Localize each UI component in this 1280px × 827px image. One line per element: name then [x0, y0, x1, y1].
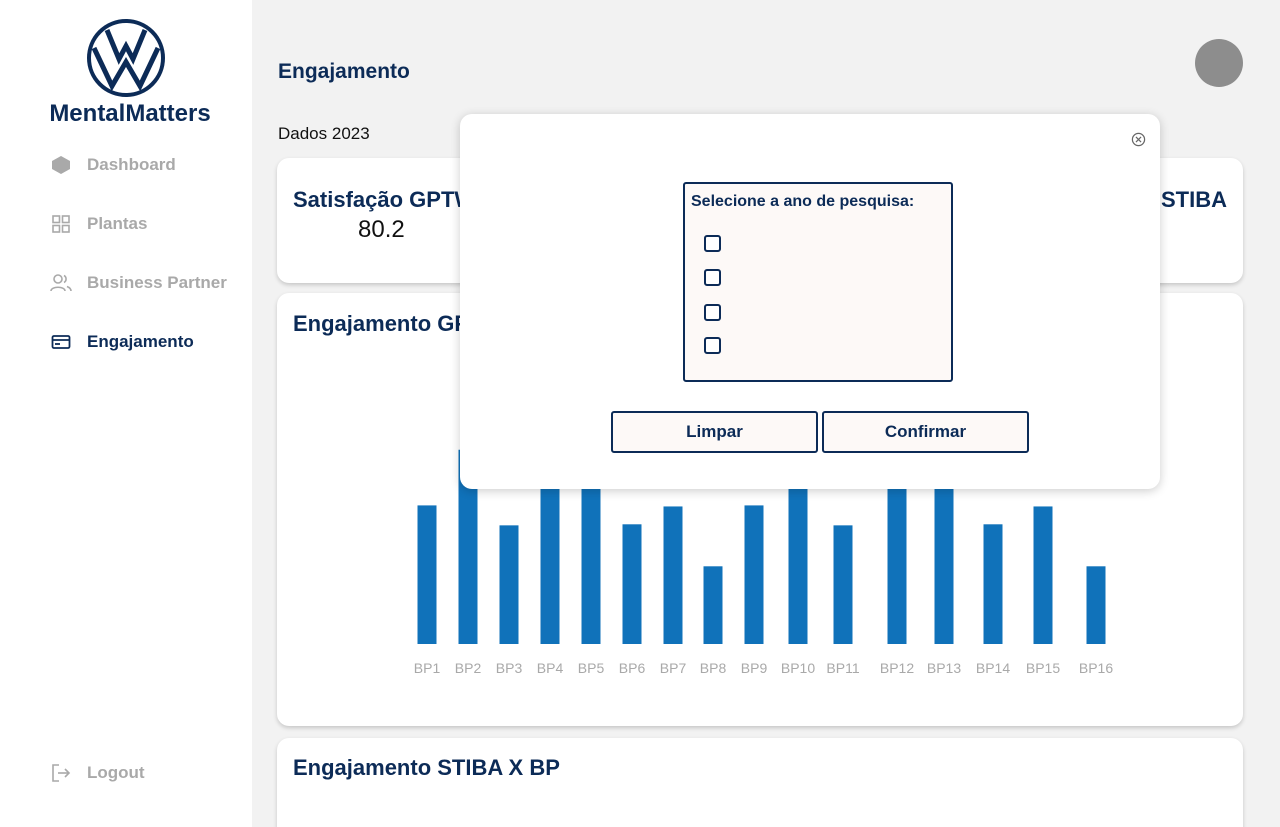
confirm-button[interactable]: Confirmar: [822, 411, 1029, 453]
bar-bp9: [744, 505, 764, 644]
gptw-satisfaction-value: 80.2: [358, 216, 405, 243]
stiba-card-title: Engajamento STIBA X BP: [293, 755, 560, 780]
year-filter-modal: Selecione a ano de pesquisa: Limpar Conf…: [460, 114, 1160, 489]
users-icon: [50, 272, 72, 294]
logout-button[interactable]: Logout: [50, 761, 145, 785]
year-checkbox[interactable]: [704, 269, 721, 286]
sidebar-item-business-partner[interactable]: Business Partner: [50, 271, 227, 295]
year-select-label: Selecione a ano de pesquisa:: [691, 193, 915, 210]
bar-bp2: [458, 449, 478, 644]
page-title: Engajamento: [278, 60, 410, 83]
x-tick-label: BP6: [619, 660, 646, 676]
grid-icon: [50, 213, 72, 235]
sidebar-item-label: Engajamento: [87, 332, 194, 351]
volkswagen-logo: [87, 19, 165, 97]
close-icon[interactable]: [1131, 132, 1146, 147]
x-tick-label: BP4: [537, 660, 564, 676]
logout-icon: [50, 762, 72, 784]
bar-bp7: [663, 506, 683, 644]
x-tick-label: BP14: [976, 660, 1010, 676]
bar-bp5: [581, 488, 601, 644]
bar-bp1: [417, 505, 437, 644]
x-tick-label: BP12: [880, 660, 914, 676]
bar-bp8: [703, 566, 723, 644]
bar-bp10: [788, 465, 808, 644]
bar-bp3: [499, 525, 519, 644]
x-tick-label: BP11: [826, 660, 859, 676]
sidebar-item-engajamento[interactable]: Engajamento: [50, 330, 194, 354]
x-tick-label: BP15: [1026, 660, 1060, 676]
engagement-bar-chart: BP1 BP2 BP3 BP4 BP5 BP6 BP7 BP8 BP9 BP10 BP11 BP12 B…: [414, 449, 1113, 676]
year-label: Dados 2023: [278, 124, 370, 143]
x-tick-label: BP5: [578, 660, 605, 676]
sidebar-item-label: Business Partner: [87, 273, 227, 292]
year-checkbox[interactable]: [704, 304, 721, 321]
bar-bp12: [887, 470, 907, 644]
gptw-satisfaction-title: Satisfação GPTW: [293, 187, 476, 212]
bar-bp13: [934, 488, 954, 644]
sidebar-item-plantas[interactable]: Plantas: [50, 212, 147, 236]
year-select-box: Selecione a ano de pesquisa:: [683, 182, 953, 382]
year-checkbox[interactable]: [704, 235, 721, 252]
bar-bp11: [833, 525, 853, 644]
sidebar: MentalMatters Dashboard Plantas Business…: [0, 0, 252, 827]
stiba-title: STIBA: [1161, 187, 1227, 212]
x-tick-label: BP10: [781, 660, 815, 676]
x-tick-label: BP1: [414, 660, 441, 676]
clear-button[interactable]: Limpar: [611, 411, 818, 453]
bar-bp14: [983, 524, 1003, 644]
sidebar-item-dashboard[interactable]: Dashboard: [50, 153, 176, 177]
x-tick-label: BP13: [927, 660, 961, 676]
x-tick-label: BP3: [496, 660, 523, 676]
x-tick-label: BP9: [741, 660, 768, 676]
bar-bp16: [1086, 566, 1106, 644]
x-tick-label: BP2: [455, 660, 482, 676]
sidebar-item-label: Plantas: [87, 214, 148, 233]
x-tick-label: BP16: [1079, 660, 1113, 676]
bar-bp6: [622, 524, 642, 644]
card-icon: [50, 331, 72, 353]
avatar[interactable]: [1195, 39, 1243, 87]
logout-label: Logout: [87, 763, 145, 782]
x-tick-label: BP8: [700, 660, 727, 676]
year-checkbox[interactable]: [704, 337, 721, 354]
bar-bp4: [540, 470, 560, 644]
stiba-chart-card: Engajamento STIBA X BP: [277, 738, 1243, 827]
x-tick-label: BP7: [660, 660, 687, 676]
sidebar-item-label: Dashboard: [87, 155, 176, 174]
brand-name: MentalMatters: [49, 100, 211, 127]
layers-icon: [50, 154, 72, 176]
bar-bp15: [1033, 506, 1053, 644]
